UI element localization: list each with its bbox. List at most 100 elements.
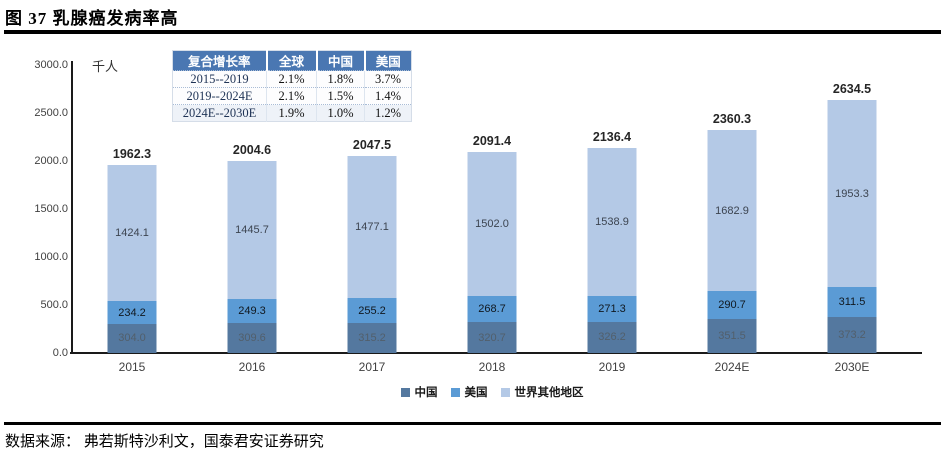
bar-segment-美国: 271.3	[587, 295, 637, 322]
bar-segment-value: 1953.3	[835, 187, 869, 200]
legend-item-中国: 中国	[400, 384, 438, 400]
bar-segment-value: 1682.9	[715, 204, 749, 217]
x-tick-label: 2015	[118, 360, 146, 374]
bar-slot-2030E: 373.2 311.5 1953.3 2634.5	[792, 64, 912, 353]
cagr-value-cell: 1.5%	[316, 87, 365, 105]
bar-segment-value: 309.6	[238, 332, 266, 345]
bar-segment-美国: 255.2	[347, 298, 397, 323]
cagr-value-cell: 1.0%	[316, 104, 365, 122]
legend-item-label: 世界其他地区	[514, 387, 584, 399]
cagr-value-cell: 1.8%	[316, 70, 365, 88]
bar-segment-美国: 268.7	[467, 296, 517, 323]
bar-total-label: 2047.5	[352, 138, 392, 153]
stacked-bar-plot-area: 304.0 234.2 1424.1 1962.3 309.6 249.3 1445.7 20…	[72, 64, 912, 353]
cagr-table-row: 2019--2024E 2.1% 1.5% 1.4%	[172, 87, 412, 105]
bar-total-label: 2091.4	[472, 134, 512, 149]
bar-segment-value: 304.0	[118, 332, 146, 345]
bar-slot-2019: 326.2 271.3 1538.9 2136.4	[552, 64, 672, 353]
bar-segment-美国: 311.5	[827, 287, 877, 318]
bar-total-label: 2136.4	[592, 129, 632, 144]
bar-segment-美国: 290.7	[707, 291, 757, 320]
bar-segment-value: 234.2	[118, 306, 146, 319]
bar-segment-中国: 320.7	[467, 322, 517, 353]
x-tick-label: 2019	[598, 360, 626, 374]
bar-segment-value: 1538.9	[595, 215, 629, 228]
bar-segment-value: 255.2	[358, 304, 386, 317]
bar-segment-中国: 351.5	[707, 319, 757, 353]
bar-stack: 320.7 268.7 1502.0	[467, 152, 517, 353]
bar-segment-世界其他地区: 1682.9	[707, 129, 757, 292]
legend-item-美国: 美国	[450, 384, 488, 400]
cagr-period-cell: 2015--2019	[172, 70, 267, 88]
data-source-note: 数据来源： 弗若斯特沙利文，国泰君安证券研究	[5, 434, 324, 450]
bar-stack: 373.2 311.5 1953.3	[827, 99, 877, 353]
bar-total-label: 2634.5	[832, 81, 872, 96]
y-tick-label: 2500.0	[34, 107, 68, 119]
bar-stack: 351.5 290.7 1682.9	[707, 129, 757, 353]
bar-segment-世界其他地区: 1477.1	[347, 156, 397, 299]
bar-segment-美国: 234.2	[107, 301, 157, 324]
bar-segment-中国: 309.6	[227, 323, 277, 353]
cagr-period-cell: 2024E--2030E	[172, 104, 267, 122]
bar-segment-value: 249.3	[238, 305, 266, 318]
bar-segment-value: 268.7	[478, 303, 506, 316]
legend-item-世界其他地区: 世界其他地区	[500, 384, 584, 400]
bar-stack: 326.2 271.3 1538.9	[587, 147, 637, 353]
legend-swatch-icon	[500, 387, 510, 397]
bar-segment-世界其他地区: 1502.0	[467, 152, 517, 297]
x-tick-label: 2017	[358, 360, 386, 374]
bar-segment-世界其他地区: 1953.3	[827, 99, 877, 288]
figure-title: 图 37 乳腺癌发病率高	[5, 9, 179, 28]
x-tick-label: 2030E	[834, 360, 870, 374]
bar-total-label: 2360.3	[712, 111, 752, 126]
cagr-table-row: 2015--2019 2.1% 1.8% 3.7%	[172, 70, 412, 88]
chart-legend: 中国 美国 世界其他地区	[72, 384, 912, 400]
legend-swatch-icon	[450, 387, 460, 397]
cagr-table-row: 2024E--2030E 1.9% 1.0% 1.2%	[172, 104, 412, 122]
bar-segment-value: 1424.1	[115, 227, 149, 239]
bar-segment-中国: 373.2	[827, 317, 877, 353]
bar-slot-2015: 304.0 234.2 1424.1 1962.3	[72, 64, 192, 353]
bar-segment-世界其他地区: 1445.7	[227, 160, 277, 300]
bar-segment-value: 271.3	[598, 302, 626, 315]
bar-slot-2024E: 351.5 290.7 1682.9 2360.3	[672, 64, 792, 353]
y-tick-label: 1500.0	[34, 203, 68, 215]
bar-stack: 315.2 255.2 1477.1	[347, 156, 397, 353]
bar-total-label: 1962.3	[112, 146, 152, 161]
bar-segment-value: 1502.0	[475, 218, 509, 231]
y-tick-label: 3000.0	[34, 59, 68, 71]
x-axis-labels: 2015 2016 2017 2018 2019 2024E 2030E	[72, 360, 912, 374]
cagr-period-cell: 2019--2024E	[172, 87, 267, 105]
bar-segment-value: 1445.7	[235, 223, 269, 236]
cagr-header-cell: 中国	[316, 50, 366, 71]
bar-segment-value: 311.5	[838, 296, 866, 309]
bar-segment-世界其他地区: 1424.1	[107, 164, 157, 302]
y-tick-label: 1000.0	[34, 251, 68, 263]
cagr-value-cell: 2.1%	[266, 87, 317, 105]
bar-slot-2016: 309.6 249.3 1445.7 2004.6	[192, 64, 312, 353]
bar-segment-中国: 315.2	[347, 322, 397, 353]
y-tick-label: 2000.0	[34, 155, 68, 167]
bar-segment-value: 326.2	[598, 331, 626, 344]
bar-segment-世界其他地区: 1538.9	[587, 147, 637, 296]
x-tick-label: 2018	[478, 360, 506, 374]
cagr-value-cell: 1.4%	[364, 87, 412, 105]
y-tick-label: 500.0	[40, 299, 68, 311]
y-tick-label: 0.0	[52, 347, 68, 359]
title-divider	[4, 30, 941, 34]
y-axis-line	[71, 61, 73, 353]
bar-segment-value: 351.5	[718, 330, 746, 343]
cagr-value-cell: 1.9%	[266, 104, 317, 122]
legend-swatch-icon	[400, 387, 410, 397]
cagr-value-cell: 1.2%	[364, 104, 412, 122]
bar-stack: 309.6 249.3 1445.7	[227, 160, 277, 353]
x-tick-label: 2024E	[714, 360, 750, 374]
x-axis-line	[70, 352, 922, 354]
bar-segment-中国: 304.0	[107, 323, 157, 353]
cagr-table: 复合增长率 全球 中国 美国 2015--2019 2.1% 1.8% 3.7% 2019--…	[172, 50, 412, 122]
cagr-value-cell: 2.1%	[266, 70, 317, 88]
bar-segment-美国: 249.3	[227, 299, 277, 324]
bar-slot-2017: 315.2 255.2 1477.1 2047.5	[312, 64, 432, 353]
cagr-header-cell: 复合增长率	[172, 50, 268, 71]
